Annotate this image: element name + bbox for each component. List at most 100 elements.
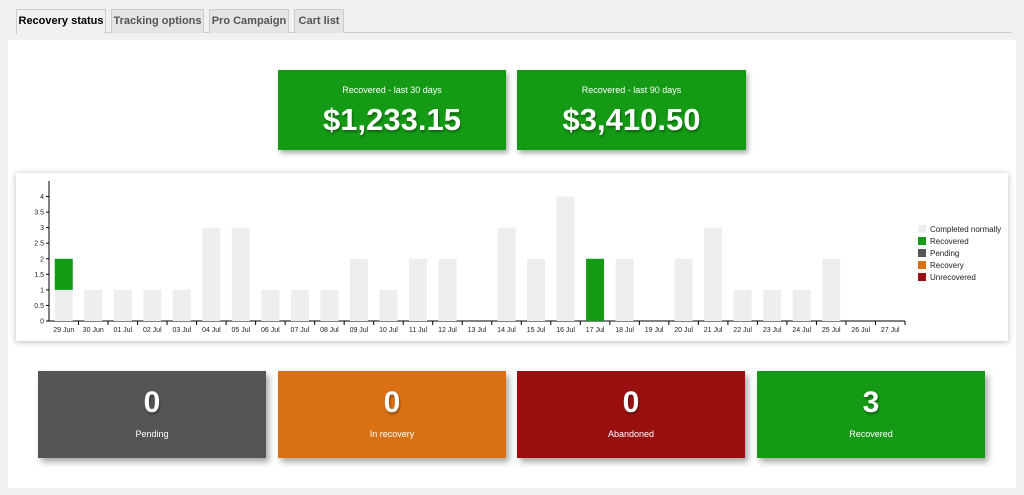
legend-swatch-recovery [918, 261, 926, 269]
legend-swatch-completed [918, 225, 926, 233]
x-tick-label: 14 Jul [497, 327, 516, 334]
x-tick-label: 13 Jul [468, 327, 487, 334]
x-tick-label: 30 Jun [83, 327, 104, 334]
legend-label-recovery: Recovery [930, 261, 964, 270]
recovered-box: 3 Recovered [757, 371, 985, 458]
x-tick-label: 01 Jul [113, 327, 132, 334]
recovery-chart-card: 0 0.5 1 1.5 2 2.5 3 3.5 4 29 Jun 30 Jun 01 Jul 02 Ju… [16, 173, 1008, 341]
x-tick-label: 04 Jul [202, 327, 221, 334]
legend-swatch-recovered [918, 237, 926, 245]
bar-completed [113, 289, 132, 321]
x-tick-label: 15 Jul [527, 327, 546, 334]
y-tick-label: 3.5 [34, 210, 44, 217]
x-tick-label: 25 Jul [822, 327, 841, 334]
x-tick-label: 08 Jul [320, 327, 339, 334]
pending-label: Pending [135, 429, 169, 439]
x-tick-label: 29 Jun [53, 327, 74, 334]
recovered-90-days-card: Recovered - last 90 days $3,410.50 [517, 70, 746, 150]
abandoned-box: 0 Abandoned [517, 371, 745, 458]
bar-completed [733, 289, 752, 321]
x-tick-label: 26 Jul [851, 327, 870, 334]
recovery-status-panel: Recovered - last 30 days $1,233.15 Recov… [8, 40, 1016, 488]
recovered-90-days-value: $3,410.50 [562, 102, 701, 137]
tab-pro-campaign[interactable]: Pro Campaign [209, 9, 289, 33]
legend-swatch-unrecovered [918, 273, 926, 281]
x-tick-label: 06 Jul [261, 327, 280, 334]
tab-recovery-status[interactable]: Recovery status [16, 9, 106, 34]
pending-count: 0 [143, 386, 161, 419]
x-tick-label: 18 Jul [615, 327, 634, 334]
bar-completed [527, 258, 546, 321]
y-tick-label: 1 [40, 287, 44, 294]
legend-label-completed: Completed normally [930, 225, 1001, 234]
tab-bar: Recovery status Tracking options Pro Cam… [16, 9, 1012, 34]
bar-completed [556, 196, 575, 321]
bar-completed [290, 289, 309, 321]
bar-completed [261, 289, 280, 321]
x-tick-label: 27 Jul [881, 327, 900, 334]
in-recovery-box: 0 In recovery [278, 371, 506, 458]
bar-completed [704, 227, 723, 321]
legend-label-pending: Pending [930, 249, 959, 258]
bar-completed [763, 289, 782, 321]
abandoned-label: Abandoned [607, 429, 655, 439]
tab-cart-list[interactable]: Cart list [294, 9, 344, 33]
recovered-30-days-card: Recovered - last 30 days $1,233.15 [278, 70, 506, 150]
in-recovery-label: In recovery [369, 429, 415, 439]
x-tick-label: 20 Jul [674, 327, 693, 334]
tab-tracking-options[interactable]: Tracking options [111, 9, 204, 33]
y-tick-label: 1.5 [34, 272, 44, 279]
x-tick-label: 10 Jul [379, 327, 398, 334]
y-tick-label: 0 [40, 319, 44, 326]
bar-completed [231, 227, 250, 321]
bar-completed [54, 289, 73, 321]
y-tick-label: 2 [40, 256, 44, 263]
recovered-30-days-label: Recovered - last 30 days [342, 85, 442, 95]
x-tick-label: 16 Jul [556, 327, 575, 334]
x-tick-label: 22 Jul [733, 327, 752, 334]
recovered-30-days-value: $1,233.15 [323, 102, 461, 137]
recovered-label: Recovered [849, 429, 893, 439]
bar-completed [349, 258, 368, 321]
x-tick-label: 11 Jul [409, 327, 428, 334]
y-tick-label: 0.5 [34, 303, 44, 310]
bar-completed [792, 289, 811, 321]
bar-completed [84, 289, 103, 321]
bar-recovered [54, 258, 73, 290]
x-tick-label: 12 Jul [438, 327, 457, 334]
bar-recovered [586, 258, 605, 321]
bar-completed [320, 289, 339, 321]
abandoned-count: 0 [622, 386, 640, 419]
recovery-bar-chart: 0 0.5 1 1.5 2 2.5 3 3.5 4 29 Jun 30 Jun 01 Jul 02 Ju… [34, 181, 1001, 334]
x-tick-label: 19 Jul [645, 327, 664, 334]
bar-completed [497, 227, 516, 321]
legend-swatch-pending [918, 249, 926, 257]
recovered-count: 3 [862, 386, 880, 419]
x-tick-label: 02 Jul [143, 327, 162, 334]
legend-label-recovered: Recovered [930, 237, 969, 246]
x-tick-label: 21 Jul [704, 327, 723, 334]
bar-completed [379, 289, 398, 321]
in-recovery-count: 0 [383, 386, 401, 419]
bar-completed [438, 258, 457, 321]
y-tick-label: 3 [40, 225, 44, 232]
y-tick-label: 2.5 [34, 241, 44, 248]
x-tick-label: 05 Jul [232, 327, 251, 334]
bar-completed [172, 289, 191, 321]
bar-completed [674, 258, 693, 321]
x-tick-label: 09 Jul [350, 327, 369, 334]
x-tick-label: 24 Jul [792, 327, 811, 334]
bar-completed [615, 258, 634, 321]
bar-completed [202, 227, 221, 321]
x-tick-label: 23 Jul [763, 327, 782, 334]
x-tick-label: 03 Jul [172, 327, 191, 334]
x-tick-label: 17 Jul [586, 327, 605, 334]
bar-completed [143, 289, 162, 321]
legend-label-unrecovered: Unrecovered [930, 273, 976, 282]
pending-box: 0 Pending [38, 371, 266, 458]
bar-completed [822, 258, 841, 321]
x-tick-label: 07 Jul [291, 327, 310, 334]
bar-completed [408, 258, 427, 321]
recovered-90-days-label: Recovered - last 90 days [581, 85, 682, 95]
y-tick-label: 4 [40, 194, 44, 201]
